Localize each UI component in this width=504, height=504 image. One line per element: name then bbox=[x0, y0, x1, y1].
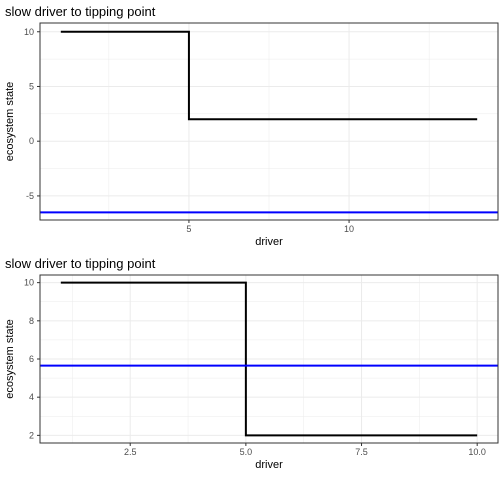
y-tick-label: -5 bbox=[26, 191, 34, 201]
y-tick-label: 10 bbox=[24, 27, 34, 37]
chart-title: slow driver to tipping point bbox=[5, 4, 156, 19]
chart-title: slow driver to tipping point bbox=[5, 256, 156, 271]
x-axis-label: driver bbox=[255, 236, 283, 248]
y-axis-label: ecosystem state bbox=[4, 319, 16, 398]
x-tick-label: 10.0 bbox=[468, 447, 486, 457]
chart-panel-1: slow driver to tipping point 5 10 -5 0 5 10 dri… bbox=[4, 4, 499, 248]
y-tick-label: 10 bbox=[24, 278, 34, 288]
y-axis-label: ecosystem state bbox=[4, 82, 16, 161]
x-axis-label: driver bbox=[255, 459, 283, 471]
plot-border bbox=[39, 22, 499, 221]
series-line-1 bbox=[60, 30, 478, 121]
y-tick-label: 4 bbox=[29, 392, 34, 402]
x-tick-label: 7.5 bbox=[355, 447, 368, 457]
series-line-1 bbox=[60, 281, 478, 437]
y-tick-label: 8 bbox=[29, 316, 34, 326]
x-tick-label: 2.5 bbox=[124, 447, 137, 457]
x-tick-label: 5.0 bbox=[240, 447, 253, 457]
x-tick-label: 5 bbox=[186, 224, 191, 234]
y-tick-label: 6 bbox=[29, 354, 34, 364]
y-tick-label: 5 bbox=[29, 81, 34, 91]
chart-panel-2: slow driver to tipping point 2.5 5.0 7.5 10.… bbox=[4, 256, 499, 471]
x-tick-label: 10 bbox=[344, 224, 354, 234]
y-tick-label: 0 bbox=[29, 136, 34, 146]
y-tick-label: 2 bbox=[29, 430, 34, 440]
